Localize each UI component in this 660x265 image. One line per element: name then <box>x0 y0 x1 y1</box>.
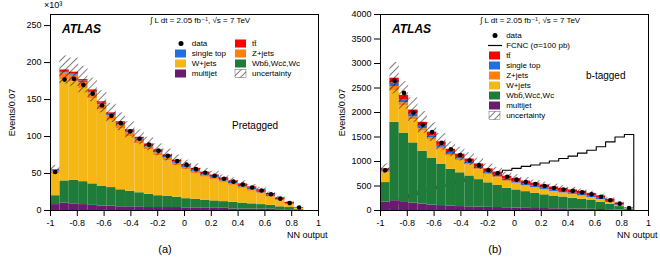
html-text:W+jets: W+jets <box>191 58 217 68</box>
svg-text:0: 0 <box>182 218 187 228</box>
svg-text:-0.4: -0.4 <box>453 218 469 228</box>
svg-text:0.8: 0.8 <box>285 218 298 228</box>
svg-text:0.4: 0.4 <box>232 218 245 228</box>
html-text:Wbb̄,Wcc̄,Wc: Wbb̄,Wcc̄,Wc <box>252 58 300 68</box>
html-text:(b): (b) <box>488 243 502 255</box>
svg-text:0: 0 <box>512 218 517 228</box>
html-text:ATLAS: ATLAS <box>62 22 102 36</box>
svg-text:0.2: 0.2 <box>535 218 548 228</box>
html-text:tt̄: tt̄ <box>506 50 511 60</box>
svg-text:-1: -1 <box>376 218 384 228</box>
html-text:uncertainty: uncertainty <box>506 110 546 120</box>
svg-text:0.4: 0.4 <box>562 218 575 228</box>
svg-text:1000: 1000 <box>351 156 371 166</box>
svg-text:100: 100 <box>26 131 41 141</box>
html-text:single top: single top <box>506 60 541 70</box>
svg-text:1: 1 <box>316 218 321 228</box>
svg-text:3000: 3000 <box>351 58 371 68</box>
svg-text:3500: 3500 <box>351 34 371 44</box>
svg-text:Events/0.07: Events/0.07 <box>337 89 347 137</box>
html-text:(a): (a) <box>158 243 172 255</box>
svg-text:1: 1 <box>646 218 651 228</box>
html-text:Wbb̄,Wcc̄,Wc: Wbb̄,Wcc̄,Wc <box>506 90 555 100</box>
svg-text:200: 200 <box>26 57 41 67</box>
svg-text:0.2: 0.2 <box>205 218 218 228</box>
svg-text:-0.4: -0.4 <box>123 218 139 228</box>
svg-text:-0.8: -0.8 <box>70 218 86 228</box>
svg-text:2500: 2500 <box>351 83 371 93</box>
svg-text:-0.8: -0.8 <box>400 218 416 228</box>
html-text:×10³: ×10³ <box>44 0 63 10</box>
svg-text:-1: -1 <box>46 218 54 228</box>
svg-text:-0.6: -0.6 <box>96 218 112 228</box>
svg-text:-0.2: -0.2 <box>150 218 166 228</box>
svg-text:0.8: 0.8 <box>615 218 628 228</box>
svg-text:4000: 4000 <box>351 9 371 19</box>
svg-text:NN output: NN output <box>617 230 658 240</box>
html-text:uncertainty: uncertainty <box>252 68 292 78</box>
html-text:∫ L dt = 2.05 fb⁻¹, √s = 7 TeV: ∫ L dt = 2.05 fb⁻¹, √s = 7 TeV <box>480 16 581 25</box>
svg-text:1500: 1500 <box>351 132 371 142</box>
html-text:data: data <box>191 38 208 48</box>
svg-text:Events/0.07: Events/0.07 <box>7 89 17 137</box>
html-text:tt̄: tt̄ <box>252 38 257 48</box>
html-text:multijet: multijet <box>506 100 532 110</box>
svg-text:250: 250 <box>26 20 41 30</box>
html-text:Z+jets: Z+jets <box>506 70 529 80</box>
html-text:multijet: multijet <box>191 68 218 78</box>
html-text:single top: single top <box>191 48 226 58</box>
html-text:W+jets: W+jets <box>506 80 531 90</box>
html-text:data: data <box>506 30 522 40</box>
svg-text:0.6: 0.6 <box>589 218 602 228</box>
html-text:∫ L dt = 2.05 fb⁻¹, √s = 7 TeV: ∫ L dt = 2.05 fb⁻¹, √s = 7 TeV <box>150 16 251 25</box>
svg-text:500: 500 <box>356 181 371 191</box>
svg-text:0.6: 0.6 <box>259 218 272 228</box>
svg-text:0: 0 <box>366 205 371 215</box>
html-text:FCNC (σ=100 pb): FCNC (σ=100 pb) <box>506 40 570 50</box>
svg-text:50: 50 <box>31 168 41 178</box>
svg-text:0: 0 <box>36 205 41 215</box>
html-text:ATLAS: ATLAS <box>392 22 432 36</box>
svg-text:2000: 2000 <box>351 107 371 117</box>
html-text:Pretagged: Pretagged <box>232 120 279 131</box>
svg-text:150: 150 <box>26 94 41 104</box>
svg-text:-0.2: -0.2 <box>480 218 496 228</box>
html-text:Z+jets: Z+jets <box>252 48 274 58</box>
svg-text:-0.6: -0.6 <box>426 218 442 228</box>
html-text:b-tagged: b-tagged <box>586 70 626 81</box>
svg-text:NN output: NN output <box>287 230 328 240</box>
